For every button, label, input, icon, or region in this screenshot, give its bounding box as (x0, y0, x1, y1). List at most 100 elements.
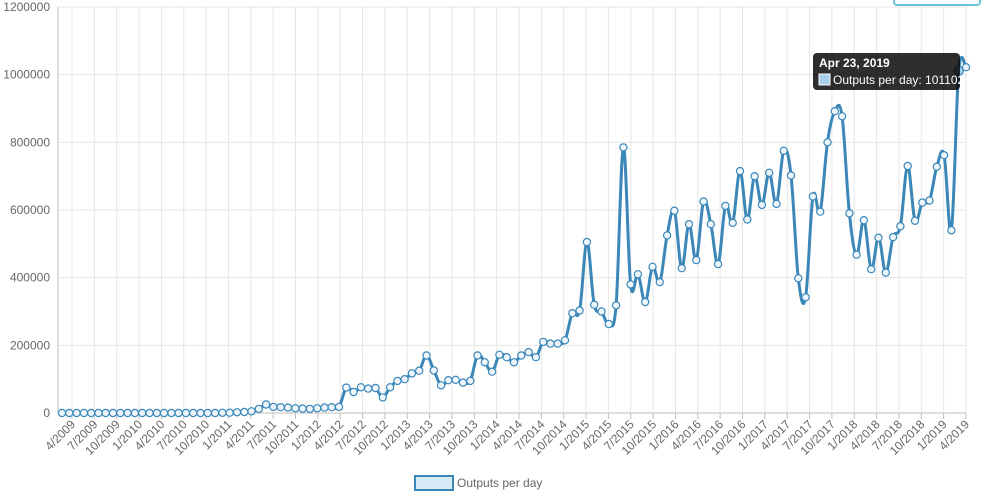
data-point[interactable] (961, 62, 971, 72)
data-point[interactable] (757, 200, 767, 210)
data-point[interactable] (546, 339, 555, 348)
data-point[interactable] (932, 162, 942, 171)
data-point[interactable] (582, 237, 592, 247)
data-point[interactable] (436, 381, 446, 390)
data-point[interactable] (444, 376, 453, 385)
data-point[interactable] (167, 408, 176, 418)
data-point[interactable] (670, 206, 679, 215)
data-point[interactable] (218, 408, 227, 417)
data-point[interactable] (655, 277, 665, 287)
data-point[interactable] (152, 408, 161, 418)
data-point[interactable] (823, 138, 832, 147)
data-point[interactable] (918, 198, 927, 207)
data-point[interactable] (553, 339, 562, 348)
data-point[interactable] (407, 369, 417, 378)
data-point[interactable] (94, 408, 103, 418)
data-point[interactable] (786, 171, 796, 180)
data-point[interactable] (320, 403, 329, 412)
data-point[interactable] (677, 264, 686, 273)
data-point[interactable] (334, 402, 344, 412)
data-point[interactable] (910, 216, 920, 225)
data-point[interactable] (72, 408, 81, 418)
data-point[interactable] (568, 309, 577, 318)
data-point[interactable] (867, 265, 876, 274)
data-point[interactable] (327, 403, 336, 412)
data-point[interactable] (604, 319, 614, 329)
top-right-button[interactable] (893, 0, 981, 6)
data-point[interactable] (130, 408, 140, 418)
data-point[interactable] (903, 161, 912, 171)
data-point[interactable] (765, 168, 774, 177)
data-point[interactable] (349, 387, 358, 397)
data-point[interactable] (801, 293, 810, 302)
data-point[interactable] (254, 404, 263, 414)
data-point[interactable] (896, 221, 905, 231)
data-point[interactable] (575, 306, 584, 315)
data-point[interactable] (298, 404, 307, 413)
data-point[interactable] (400, 375, 409, 384)
data-point[interactable] (378, 393, 387, 402)
data-point[interactable] (735, 166, 745, 176)
data-point[interactable] (79, 408, 89, 418)
data-point[interactable] (466, 376, 475, 386)
data-point[interactable] (641, 297, 650, 307)
data-point[interactable] (451, 375, 460, 384)
data-point[interactable] (845, 209, 854, 218)
data-point[interactable] (487, 367, 497, 376)
data-point[interactable] (524, 347, 533, 357)
data-point[interactable] (276, 403, 285, 412)
legend[interactable]: Outputs per day (414, 475, 542, 491)
data-point[interactable] (356, 383, 366, 392)
data-point[interactable] (590, 300, 599, 309)
data-point[interactable] (794, 274, 803, 283)
data-point[interactable] (210, 408, 220, 418)
data-point[interactable] (539, 337, 548, 347)
data-point[interactable] (174, 408, 183, 418)
data-point[interactable] (881, 268, 891, 277)
data-point[interactable] (772, 199, 781, 209)
data-point[interactable] (830, 106, 840, 116)
data-point[interactable] (364, 384, 373, 393)
data-point[interactable] (699, 197, 708, 206)
data-point[interactable] (232, 408, 242, 417)
data-point[interactable] (429, 366, 438, 375)
data-point[interactable] (458, 378, 468, 387)
data-point[interactable] (750, 171, 759, 181)
data-point[interactable] (925, 196, 934, 205)
data-point[interactable] (480, 358, 489, 367)
data-point[interactable] (779, 146, 788, 155)
data-point[interactable] (495, 350, 504, 359)
data-point[interactable] (517, 351, 526, 360)
data-point[interactable] (947, 226, 956, 235)
data-point[interactable] (692, 255, 701, 265)
data-point[interactable] (662, 231, 672, 240)
data-point[interactable] (837, 112, 847, 121)
data-point[interactable] (240, 407, 249, 417)
data-point[interactable] (283, 403, 293, 412)
data-point[interactable] (633, 270, 643, 279)
data-point[interactable] (874, 233, 883, 242)
data-point[interactable] (816, 207, 825, 216)
data-point[interactable] (159, 408, 169, 418)
data-point[interactable] (65, 408, 74, 418)
data-point[interactable] (415, 366, 424, 375)
legend-label[interactable]: Outputs per day (457, 476, 542, 490)
data-point[interactable] (108, 408, 118, 418)
data-point[interactable] (619, 143, 628, 152)
data-point[interactable] (116, 408, 125, 418)
data-point[interactable] (188, 408, 198, 418)
data-point[interactable] (859, 215, 869, 225)
data-point[interactable] (57, 408, 67, 418)
data-point[interactable] (626, 280, 635, 289)
data-point[interactable] (269, 402, 278, 412)
data-point[interactable] (261, 400, 271, 409)
data-point[interactable] (728, 218, 737, 228)
data-point[interactable] (385, 383, 395, 392)
data-point[interactable] (393, 376, 402, 386)
data-point[interactable] (852, 250, 861, 259)
data-point[interactable] (247, 407, 256, 416)
data-point[interactable] (123, 408, 132, 418)
data-point[interactable] (597, 307, 606, 316)
data-point[interactable] (313, 404, 322, 413)
data-point[interactable] (101, 408, 110, 418)
